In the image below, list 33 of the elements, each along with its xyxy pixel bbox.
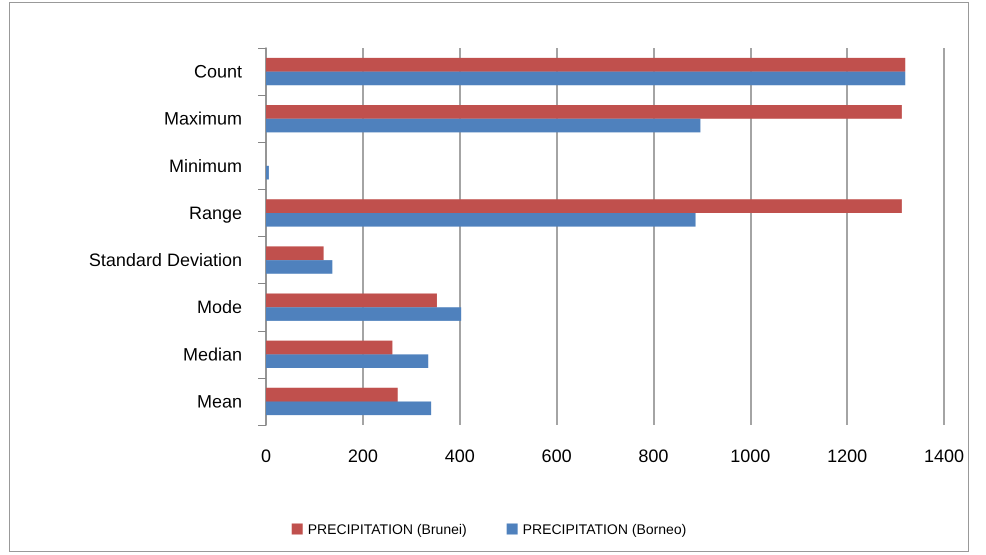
bar [266,72,906,86]
bar [266,307,462,321]
y-tick-label: Mean [196,391,242,412]
bar [266,212,696,227]
x-tick-label: 400 [444,446,475,466]
y-tick-label: Minimum [168,156,242,176]
y-tick-label: Median [182,344,242,364]
x-tick-label: 1000 [730,446,770,466]
bar [266,388,398,402]
x-tick-label: 1200 [827,446,868,466]
bar [266,354,428,368]
x-tick-label: 200 [348,446,378,466]
legend-label: PRECIPITATION (Brunei) [308,521,467,537]
bar [266,58,906,72]
bar [266,294,437,308]
y-tick-label: Range [188,202,242,223]
x-tick-label: 600 [542,446,572,466]
y-tick-label: Count [194,62,242,82]
bar [266,246,324,260]
y-tick-label: Maximum [164,108,242,129]
y-tick-label: Standard Deviation [88,250,242,270]
y-tick-label: Mode [196,297,242,318]
bar [266,105,902,119]
bar [266,118,700,132]
x-tick-label: 1400 [924,446,964,466]
bar [266,401,432,416]
bar [266,199,902,213]
bar [266,340,392,354]
x-tick-label: 0 [260,446,272,466]
bar [266,260,332,274]
legend-label: PRECIPITATION (Borneo) [522,521,686,537]
bar [266,166,269,180]
x-tick-label: 800 [638,446,668,466]
